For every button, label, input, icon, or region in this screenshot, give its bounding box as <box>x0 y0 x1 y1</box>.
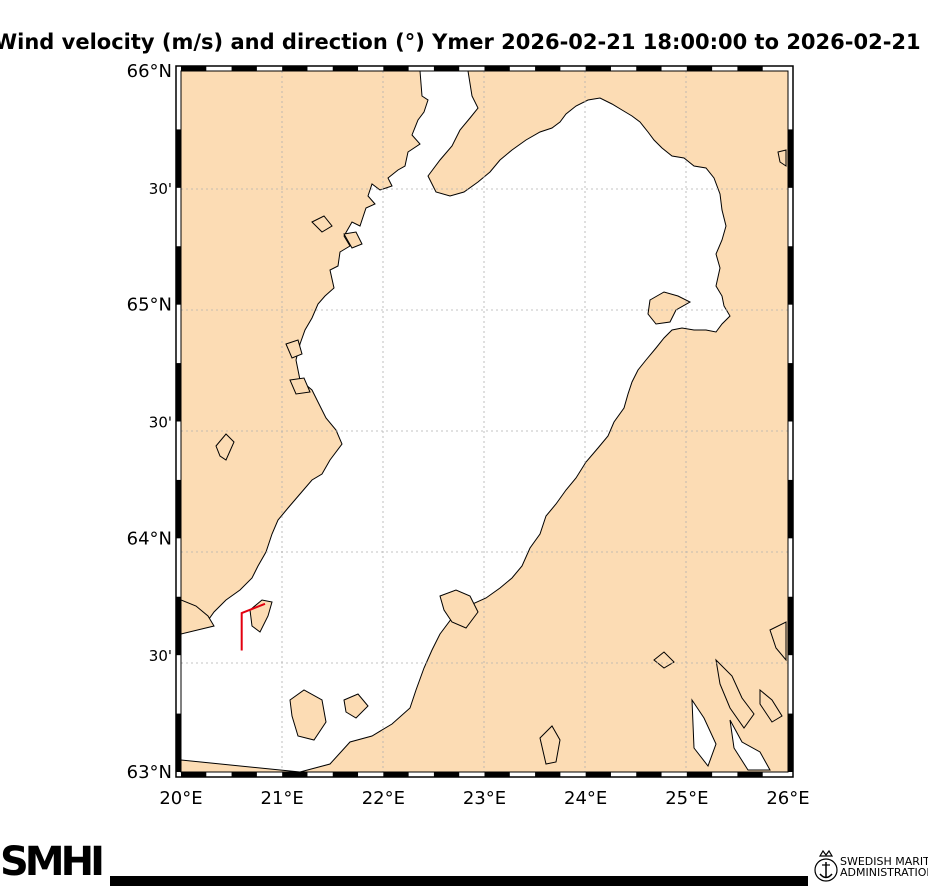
island-south-3 <box>289 689 327 741</box>
lon-tick-label: 24°E <box>564 788 607 809</box>
island-south-7 <box>729 719 771 771</box>
smhi-logo: SMHI <box>0 839 105 885</box>
island-south-5 <box>759 688 783 723</box>
map-title: Wind velocity (m/s) and direction (°) Ym… <box>0 30 928 58</box>
island-skerries-6 <box>289 377 311 395</box>
island-south-2 <box>653 651 675 669</box>
lon-tick-label: 21°E <box>261 788 304 809</box>
longitude-labels: 20°E 21°E 22°E 23°E 24°E 25°E 26°E <box>159 788 809 809</box>
ship-track <box>240 602 266 651</box>
island-skerries-1 <box>439 589 479 629</box>
island-skerries-3 <box>311 215 333 233</box>
latitude-labels: 66°N 30' 65°N 30' 64°N 30' 63°N <box>127 61 172 783</box>
lon-tick-label: 25°E <box>665 788 708 809</box>
island-skerries-2 <box>343 693 369 719</box>
island-west-1 <box>215 433 235 461</box>
lon-tick-label: 26°E <box>766 788 809 809</box>
island-south-6 <box>691 698 717 768</box>
land-sweden-south <box>181 599 215 635</box>
lon-tick-label: 23°E <box>463 788 506 809</box>
map-title-text: Wind velocity (m/s) and direction (°) Ym… <box>0 30 928 54</box>
agency-name-line1: SWEDISH MARITIME <box>840 855 928 868</box>
grid-lines <box>181 71 788 772</box>
island-south-4 <box>715 658 755 729</box>
island-south-1 <box>539 725 561 765</box>
lat-tick-label: 30' <box>149 180 172 198</box>
lon-tick-label: 20°E <box>159 788 202 809</box>
map-frame <box>175 65 794 778</box>
island-skerries-4 <box>343 231 363 249</box>
anchor-crown-icon <box>814 849 838 882</box>
lat-tick-label: 64°N <box>127 528 172 549</box>
lat-tick-label: 30' <box>149 647 172 665</box>
footer-rule <box>110 876 808 886</box>
lat-tick-label: 66°N <box>127 61 172 82</box>
agency-name-line2: ADMINISTRATION <box>840 866 928 879</box>
lon-tick-label: 22°E <box>362 788 405 809</box>
lat-tick-label: 30' <box>149 414 172 432</box>
lat-tick-label: 65°N <box>127 295 172 316</box>
island-south-8 <box>769 621 787 662</box>
island-skerries-5 <box>285 339 303 359</box>
land-layer <box>181 71 788 772</box>
island-hailuoto <box>777 149 787 167</box>
agency-name: SWEDISH MARITIME ADMINISTRATION <box>840 856 928 878</box>
lat-tick-label: 63°N <box>127 762 172 783</box>
